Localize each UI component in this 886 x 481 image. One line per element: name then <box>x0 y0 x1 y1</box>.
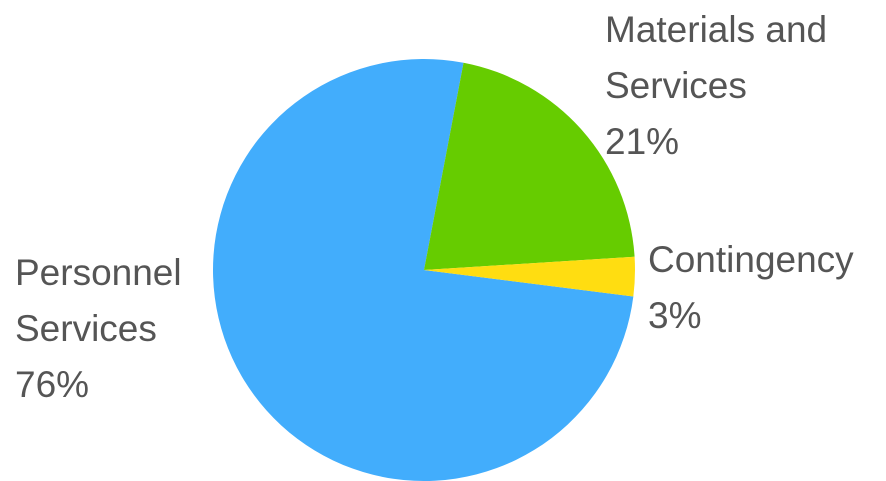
slice-label: Materials and Services 21% <box>605 2 875 170</box>
pie-slice <box>424 62 635 270</box>
slice-percent: 76% <box>15 364 90 405</box>
slice-label: Personnel Services 76% <box>15 245 225 413</box>
pie-slice <box>424 256 636 297</box>
pie-slice <box>213 59 634 481</box>
slice-name: Materials and Services <box>605 9 828 106</box>
slice-percent: 21% <box>605 121 680 162</box>
slice-name: Contingency <box>648 239 854 280</box>
slice-label: Contingency 3% <box>648 232 886 344</box>
slice-name: Personnel Services <box>15 252 182 349</box>
slice-percent: 3% <box>648 295 702 336</box>
